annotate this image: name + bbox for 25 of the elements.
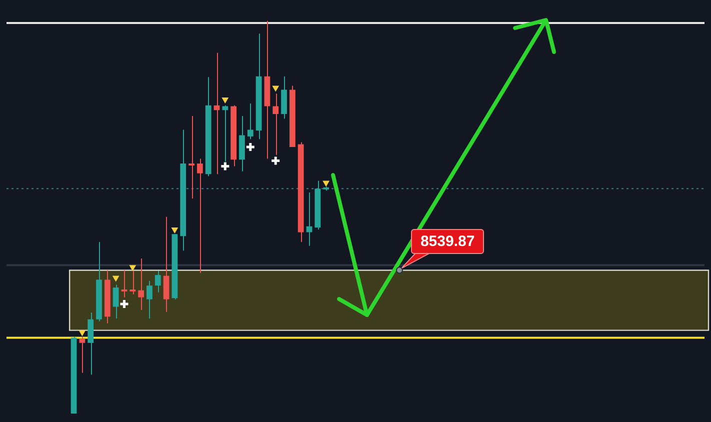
candlestick: [138, 258, 144, 310]
candlestick: [146, 280, 152, 320]
candlestick: [222, 104, 228, 162]
point: [270, 156, 281, 166]
point: [171, 227, 178, 234]
candlestick: [196, 158, 203, 274]
candlestick: [121, 270, 128, 298]
candlestick: [79, 336, 86, 374]
annotation: 8539.87: [411, 229, 484, 254]
candlestick: [88, 312, 94, 376]
candlestick: [272, 93, 279, 156]
point: [245, 142, 256, 152]
point: [272, 86, 280, 92]
point: [118, 298, 130, 310]
candlestick: [247, 102, 254, 140]
candlestick: [188, 116, 194, 199]
point: [220, 161, 230, 172]
candlestick: [163, 216, 170, 312]
candlestick: [112, 284, 119, 320]
point: [129, 265, 136, 272]
candlestick: [154, 270, 161, 293]
point: [222, 98, 229, 104]
point: [322, 180, 330, 187]
point: [112, 276, 120, 282]
point: [78, 330, 86, 336]
